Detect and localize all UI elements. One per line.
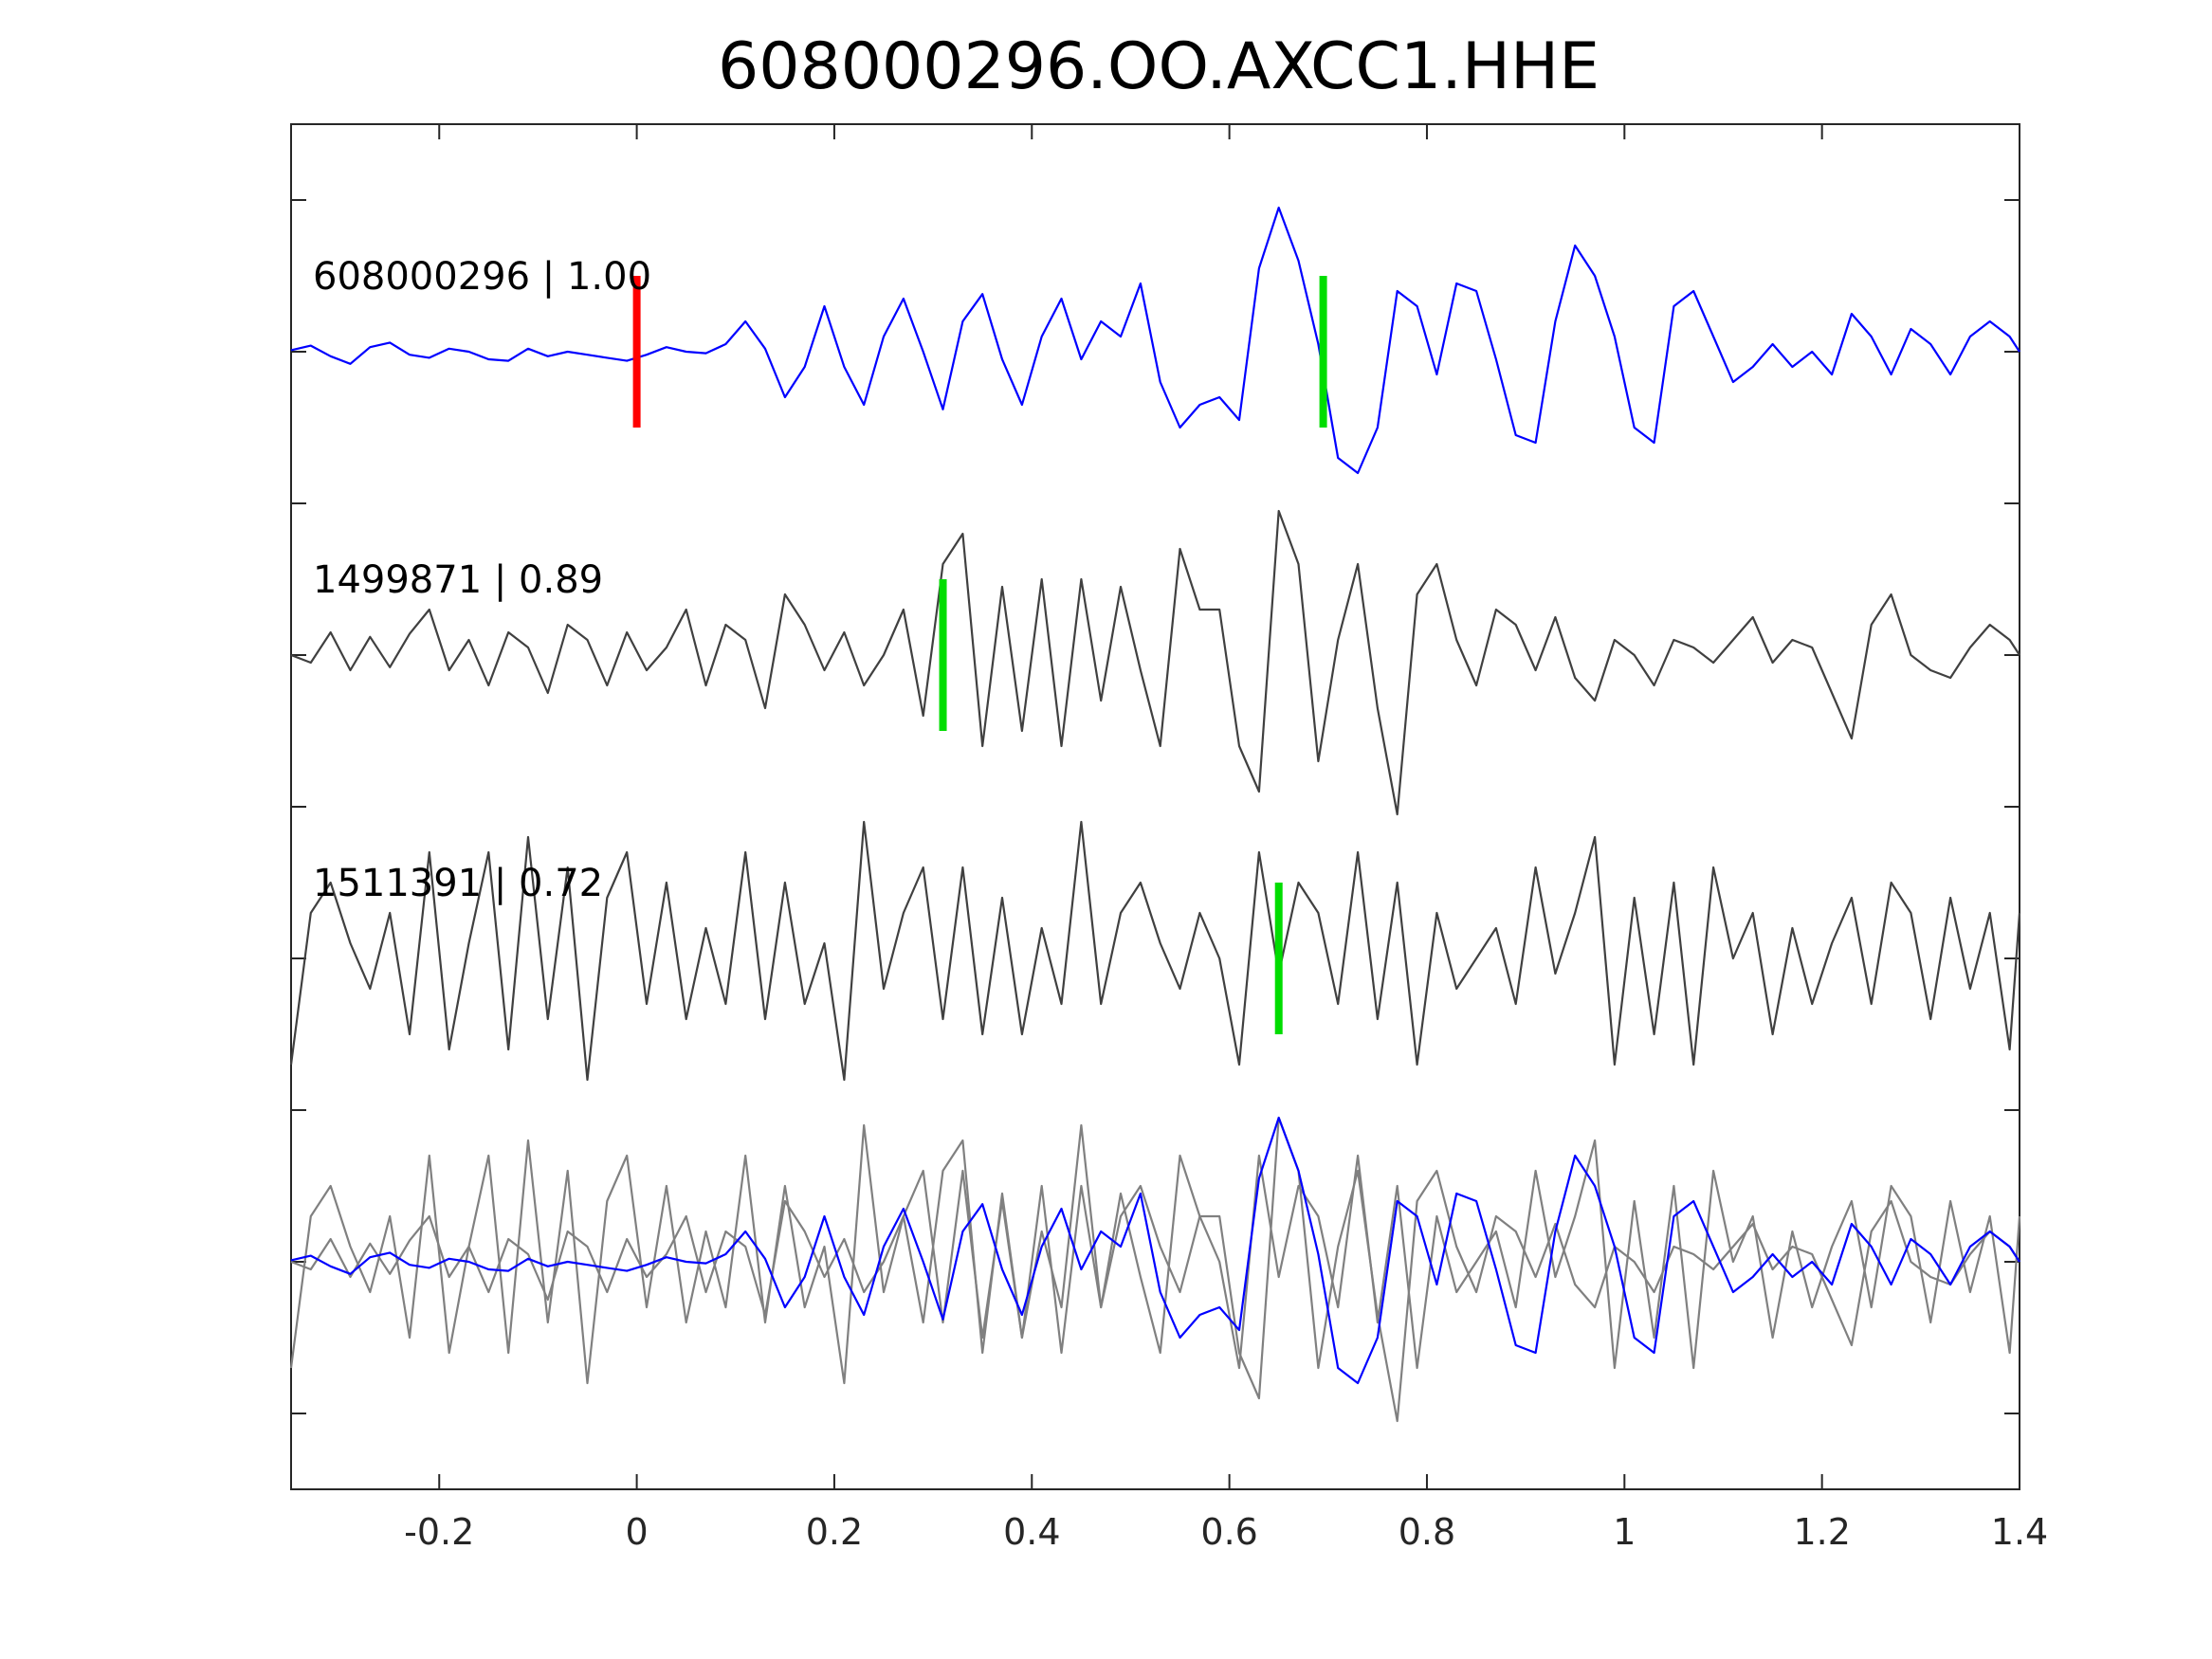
trace-line-0 bbox=[290, 206, 2020, 475]
overlay-line-1 bbox=[290, 1116, 2020, 1423]
trace-label: 1499871 | 0.89 bbox=[313, 558, 603, 602]
x-tick-label: 0 bbox=[626, 1511, 649, 1553]
x-tick-label: -0.2 bbox=[404, 1511, 474, 1553]
trace-label: 608000296 | 1.00 bbox=[313, 255, 651, 299]
x-tick-label: 0.8 bbox=[1398, 1511, 1455, 1553]
overlay-line-2 bbox=[289, 1123, 2021, 1385]
overlay-line-0 bbox=[290, 1116, 2020, 1385]
overlay-group bbox=[289, 1116, 2021, 1423]
pick-markers bbox=[632, 276, 1327, 1034]
trace-label: 1511391 | 0.72 bbox=[313, 862, 603, 905]
trace-line-2 bbox=[289, 820, 2021, 1082]
plot-frame bbox=[290, 123, 2020, 1490]
x-tick-label: 0.2 bbox=[806, 1511, 863, 1553]
axis-ticks: -0.2 0 0.2 0.4 0.6 0.8 1 1.2 1.4 bbox=[291, 124, 2048, 1553]
trace-line-1 bbox=[290, 509, 2020, 816]
x-tick-label: 1.2 bbox=[1793, 1511, 1850, 1553]
x-tick-label: 0.4 bbox=[1003, 1511, 1060, 1553]
x-tick-label: 1 bbox=[1613, 1511, 1636, 1553]
x-tick-label: 1.4 bbox=[1991, 1511, 2048, 1553]
x-tick-label: 0.6 bbox=[1200, 1511, 1257, 1553]
trace-group bbox=[289, 206, 2021, 1082]
chart-title: 608000296.OO.AXCC1.HHE bbox=[718, 29, 1600, 104]
trace-labels: 608000296 | 1.00 1499871 | 0.89 1511391 | … bbox=[313, 255, 651, 905]
